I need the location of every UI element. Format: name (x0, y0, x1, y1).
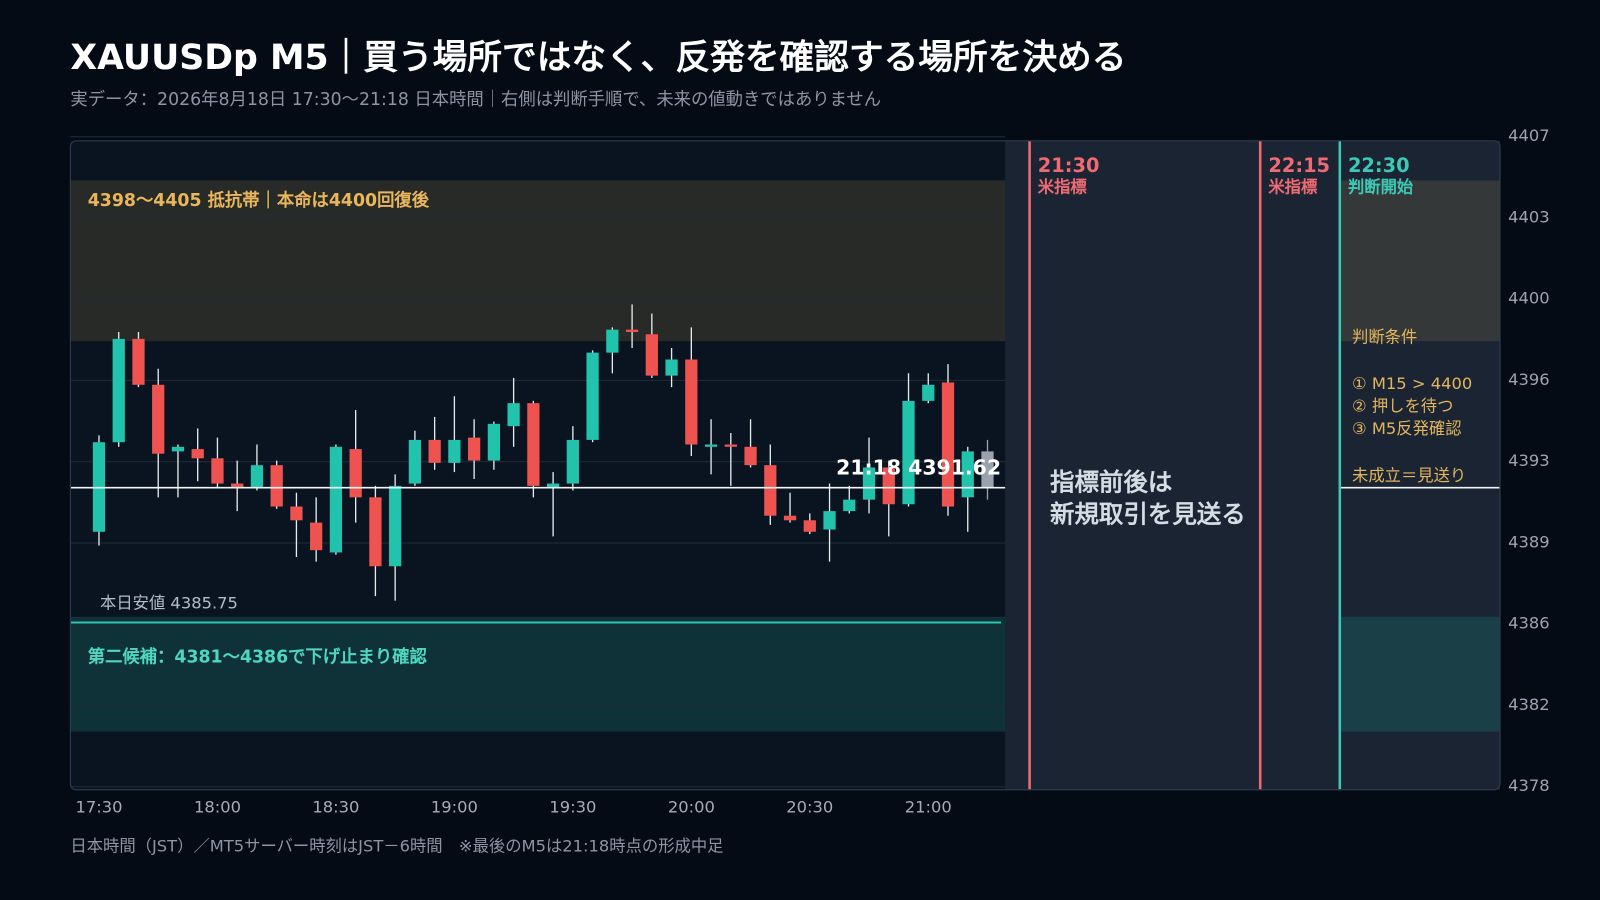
candle-body (882, 467, 895, 505)
candle-body (527, 403, 540, 486)
candle-body (310, 522, 323, 551)
candle-body (448, 439, 461, 463)
event-label: 米指標 (1268, 177, 1318, 196)
plot-border (69, 140, 1501, 791)
event-time: 22:30 (1348, 154, 1410, 177)
candle-body (270, 465, 283, 507)
zone-band (70, 180, 1006, 342)
candle-body (862, 467, 876, 500)
y-tick-label: 4386 (1508, 614, 1550, 633)
candle-body (645, 334, 658, 376)
panel-note: 指標前後は (1050, 468, 1172, 497)
y-tick-label: 4407 (1508, 126, 1550, 145)
candle-body (566, 439, 579, 484)
x-tick-label: 20:00 (668, 798, 715, 817)
candle-body (428, 439, 441, 463)
candle-body (132, 338, 145, 385)
y-tick-label: 4382 (1508, 695, 1550, 714)
candle-body (329, 446, 343, 553)
candle-body (685, 359, 698, 445)
candle-body (487, 423, 500, 461)
candle-body (290, 506, 303, 521)
candle-body (922, 384, 935, 401)
candle-body (783, 515, 797, 521)
y-tick-label: 4389 (1508, 533, 1550, 552)
x-tick-label: 19:00 (431, 798, 478, 817)
candle-body (803, 520, 816, 532)
candle-body (606, 329, 619, 353)
candle-body (961, 451, 974, 498)
y-tick-label: 4396 (1508, 370, 1550, 389)
conditions-title: 判断条件 (1352, 327, 1417, 346)
candle-body (211, 458, 224, 484)
candle-body (250, 465, 264, 489)
zone-label: 4398〜4405 抵抗帯｜本命は4400回復後 (88, 190, 430, 211)
chart-layer: 4398〜4405 抵抗帯｜本命は4400回復後第二候補：4381〜4386で下… (70, 126, 1550, 817)
candle-body (112, 338, 125, 443)
candle-body (704, 444, 718, 447)
candle-body (941, 382, 955, 507)
event-time: 21:30 (1038, 154, 1100, 177)
candle-body (191, 449, 204, 459)
candle-body (625, 329, 639, 332)
candle-body (546, 483, 560, 489)
panel-note: 新規取引を見送る (1050, 499, 1246, 528)
x-tick-label: 21:00 (905, 798, 952, 817)
candle-body (724, 444, 737, 447)
conditions-fallback: 未成立＝見送り (1352, 466, 1466, 485)
condition-item: ② 押しを待つ (1352, 397, 1453, 416)
candle-body (369, 497, 382, 567)
x-tick-label: 20:30 (786, 798, 833, 817)
y-tick-label: 4378 (1508, 776, 1550, 795)
zone-band (1340, 616, 1500, 732)
candle-body (349, 449, 362, 498)
candle-body (902, 400, 915, 505)
candle-body (171, 446, 185, 452)
footnote: 日本時間（JST）／MT5サーバー時刻はJST－6時間 ※最後のM5は21:18… (70, 836, 723, 855)
x-tick-label: 17:30 (75, 798, 122, 817)
candle-body (408, 439, 422, 484)
candle-body (468, 437, 481, 461)
condition-item: ① M15 > 4400 (1352, 374, 1472, 393)
zone-label: 第二候補：4381〜4386で下げ止まり確認 (88, 647, 428, 668)
chart-subtitle: 実データ：2026年8月18日 17:30〜21:18 日本時間｜右側は判断手順… (70, 89, 881, 110)
candle-body (981, 451, 994, 488)
x-tick-label: 18:00 (194, 798, 241, 817)
candle-body (389, 485, 402, 567)
decision-panel (1005, 140, 1500, 790)
y-tick-label: 4393 (1508, 451, 1550, 470)
zone-band (1340, 180, 1500, 342)
candle-body (231, 483, 244, 489)
y-tick-label: 4403 (1508, 208, 1550, 227)
event-label: 判断開始 (1348, 177, 1414, 196)
candle-body (586, 352, 599, 440)
candle-body (764, 465, 777, 516)
x-tick-label: 18:30 (312, 798, 359, 817)
x-tick-label: 19:30 (549, 798, 596, 817)
event-time: 22:15 (1268, 154, 1330, 177)
candle-body (843, 499, 856, 512)
candle-body (823, 511, 836, 530)
chart-title: XAUUSDp M5｜買う場所ではなく、反発を確認する場所を決める (70, 37, 1126, 78)
candle-body (665, 359, 678, 376)
y-tick-label: 4400 (1508, 289, 1550, 308)
day-low-label: 本日安値 4385.75 (100, 594, 238, 613)
candle-body (507, 403, 520, 427)
last-price-label: 21:18 4391.62 (836, 455, 1001, 479)
candle-body (744, 446, 757, 466)
candle-body (152, 384, 165, 454)
zone-band (70, 616, 1006, 732)
event-label: 米指標 (1038, 177, 1088, 196)
condition-item: ③ M5反発確認 (1352, 419, 1462, 438)
